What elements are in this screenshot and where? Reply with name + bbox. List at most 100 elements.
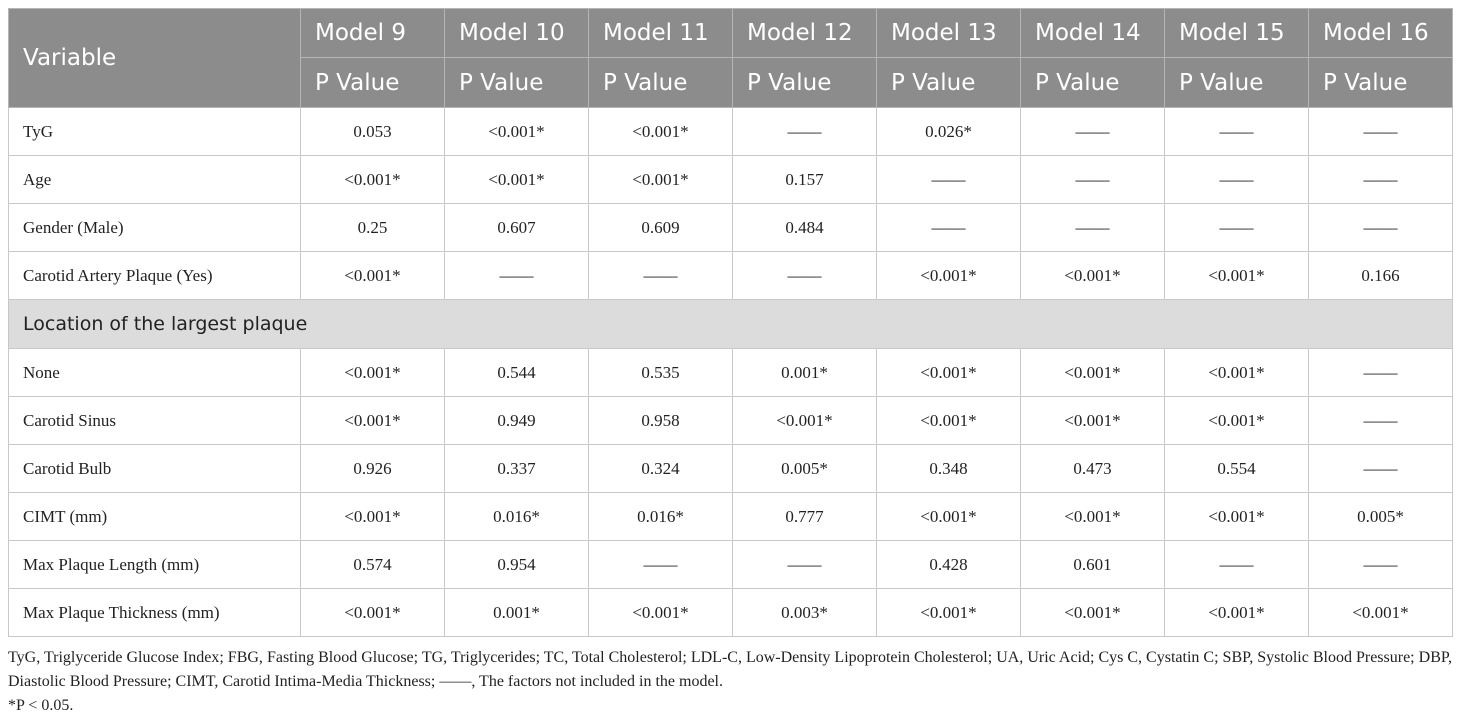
p-value: 0.601 xyxy=(1020,540,1165,589)
p-value: <0.001* xyxy=(876,348,1021,397)
p-value: —— xyxy=(444,251,589,300)
p-value: 0.954 xyxy=(444,540,589,589)
p-value: —— xyxy=(1164,107,1309,156)
data-row: TyG 0.053 <0.001* <0.001* —— 0.026* —— —— —— xyxy=(8,107,1453,156)
p-value: 0.484 xyxy=(732,203,877,252)
p-value-header: P Value xyxy=(876,57,1021,108)
p-value: <0.001* xyxy=(588,155,733,204)
p-value: 0.166 xyxy=(1308,251,1453,300)
data-row: Gender (Male) 0.25 0.607 0.609 0.484 —— —— —— —— xyxy=(8,203,1453,252)
p-value: —— xyxy=(732,107,877,156)
p-value: —— xyxy=(876,203,1021,252)
row-label: Age xyxy=(8,155,301,204)
p-value: 0.157 xyxy=(732,155,877,204)
data-row: Max Plaque Length (mm) 0.574 0.954 —— —— 0.42… xyxy=(8,540,1453,589)
row-label: Carotid Sinus xyxy=(8,396,301,445)
row-label: Max Plaque Length (mm) xyxy=(8,540,301,589)
p-value: —— xyxy=(1020,155,1165,204)
model-header: Model 12 xyxy=(732,8,877,58)
p-value: 0.337 xyxy=(444,444,589,493)
p-value: —— xyxy=(1308,396,1453,445)
p-value: <0.001* xyxy=(300,396,445,445)
p-value: —— xyxy=(1164,540,1309,589)
p-value: —— xyxy=(588,251,733,300)
p-value: <0.001* xyxy=(1020,251,1165,300)
p-value: <0.001* xyxy=(300,251,445,300)
p-value: —— xyxy=(1308,444,1453,493)
p-value: <0.001* xyxy=(876,492,1021,541)
p-value: —— xyxy=(732,251,877,300)
data-row: CIMT (mm) <0.001* 0.016* 0.016* 0.777 <0.001*… xyxy=(8,492,1453,541)
p-value: 0.003* xyxy=(732,588,877,637)
p-value: 0.554 xyxy=(1164,444,1309,493)
header-row: P Value P Value P Value P Value P Value P Val… xyxy=(9,57,1453,108)
data-row: Carotid Sinus <0.001* 0.949 0.958 <0.001* <0.… xyxy=(8,396,1453,445)
p-value: 0.473 xyxy=(1020,444,1165,493)
table-container: Variable Model 9 Model 10 Model 11 Model 12 M… xyxy=(8,8,1453,718)
row-label: Gender (Male) xyxy=(8,203,301,252)
p-value: 0.005* xyxy=(732,444,877,493)
p-value: —— xyxy=(1164,155,1309,204)
p-value: 0.949 xyxy=(444,396,589,445)
data-row: Max Plaque Thickness (mm) <0.001* 0.001* <0… xyxy=(8,588,1453,637)
p-value: —— xyxy=(1308,348,1453,397)
p-value: <0.001* xyxy=(732,396,877,445)
p-value: 0.535 xyxy=(588,348,733,397)
model-header: Model 16 xyxy=(1308,8,1453,58)
p-value: <0.001* xyxy=(300,155,445,204)
p-value: —— xyxy=(1308,155,1453,204)
section-row: Location of the largest plaque xyxy=(8,299,1453,349)
p-value: <0.001* xyxy=(588,588,733,637)
p-value: <0.001* xyxy=(876,251,1021,300)
p-value: —— xyxy=(1308,540,1453,589)
p-value: 0.607 xyxy=(444,203,589,252)
table-body: TyG 0.053 <0.001* <0.001* —— 0.026* —— —— —— Age <… xyxy=(8,107,1453,637)
p-value-header: P Value xyxy=(444,57,589,108)
p-value: 0.428 xyxy=(876,540,1021,589)
results-table: Variable Model 9 Model 10 Model 11 Model 12 M… xyxy=(8,8,1453,637)
p-value: <0.001* xyxy=(1164,588,1309,637)
p-value: 0.053 xyxy=(300,107,445,156)
footnote: *P < 0.05. xyxy=(8,697,74,714)
model-header: Model 13 xyxy=(876,8,1021,58)
p-value: <0.001* xyxy=(1020,492,1165,541)
row-label: CIMT (mm) xyxy=(8,492,301,541)
p-value: 0.016* xyxy=(588,492,733,541)
p-value: <0.001* xyxy=(1020,348,1165,397)
model-header: Model 14 xyxy=(1020,8,1165,58)
p-value: —— xyxy=(876,155,1021,204)
p-value-header: P Value xyxy=(1164,57,1309,108)
footnotes: TyG, Triglyceride Glucose Index; FBG, Fa… xyxy=(8,646,1452,718)
p-value: 0.001* xyxy=(444,588,589,637)
p-value: 0.958 xyxy=(588,396,733,445)
p-value-header: P Value xyxy=(300,57,445,108)
p-value: <0.001* xyxy=(588,107,733,156)
p-value: <0.001* xyxy=(1164,492,1309,541)
p-value: 0.777 xyxy=(732,492,877,541)
p-value: 0.001* xyxy=(732,348,877,397)
p-value: —— xyxy=(1020,107,1165,156)
footnote: TyG, Triglyceride Glucose Index; FBG, Fa… xyxy=(8,649,1452,690)
p-value-header: P Value xyxy=(1308,57,1453,108)
p-value: <0.001* xyxy=(876,396,1021,445)
p-value: —— xyxy=(1308,203,1453,252)
p-value-header: P Value xyxy=(1020,57,1165,108)
p-value: —— xyxy=(1308,107,1453,156)
data-row: Age <0.001* <0.001* <0.001* 0.157 —— —— —— —— xyxy=(8,155,1453,204)
model-header: Model 9 xyxy=(300,8,445,58)
variable-header: Variable xyxy=(8,8,301,108)
model-header: Model 10 xyxy=(444,8,589,58)
model-header: Model 11 xyxy=(588,8,733,58)
p-value: <0.001* xyxy=(300,348,445,397)
p-value: 0.544 xyxy=(444,348,589,397)
p-value: <0.001* xyxy=(1020,588,1165,637)
p-value: 0.348 xyxy=(876,444,1021,493)
p-value: <0.001* xyxy=(1020,396,1165,445)
p-value: 0.574 xyxy=(300,540,445,589)
row-label: Max Plaque Thickness (mm) xyxy=(8,588,301,637)
p-value: 0.926 xyxy=(300,444,445,493)
p-value-header: P Value xyxy=(588,57,733,108)
p-value: <0.001* xyxy=(300,588,445,637)
data-row: Carotid Bulb 0.926 0.337 0.324 0.005* 0.348 0.… xyxy=(8,444,1453,493)
